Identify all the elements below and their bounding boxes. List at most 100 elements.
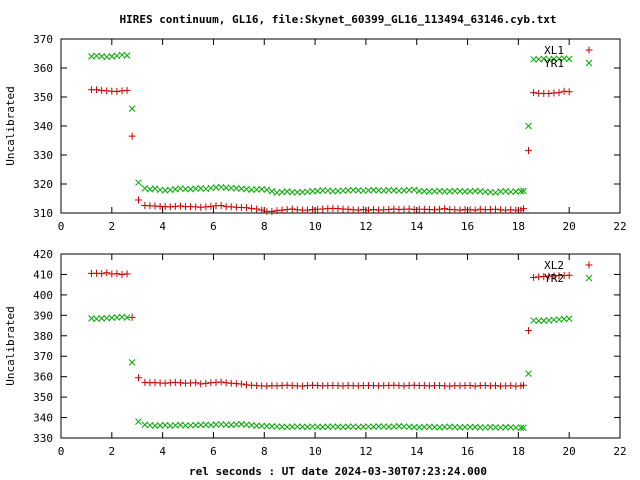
x-tick-label: 8 [261, 220, 268, 233]
x-tick-label: 16 [461, 220, 474, 233]
data-point [471, 187, 479, 195]
data-point [273, 423, 281, 430]
data-point [525, 147, 533, 155]
data-point [192, 421, 200, 429]
x-tick-label: 20 [563, 445, 576, 458]
x-tick-label: 10 [308, 220, 321, 233]
data-point [441, 423, 449, 431]
x-tick-label: 0 [58, 220, 65, 233]
data-point [197, 421, 205, 429]
data-point [339, 187, 347, 195]
x-tick-label: 2 [109, 445, 116, 458]
data-point [187, 421, 194, 429]
x-tick-label: 4 [159, 445, 166, 458]
data-point [441, 205, 449, 213]
data-point [565, 88, 573, 96]
data-point [123, 86, 131, 94]
data-point [530, 55, 537, 63]
data-point [334, 423, 342, 431]
data-point [375, 187, 382, 194]
x-tick-label: 12 [359, 445, 372, 458]
data-point [540, 317, 548, 325]
data-point [113, 87, 121, 95]
data-point [535, 317, 543, 325]
data-point [329, 423, 337, 430]
data-point [359, 206, 367, 214]
series-xl2 [87, 269, 573, 390]
data-point [273, 207, 281, 215]
legend-label: XL2 [544, 259, 564, 272]
data-point [278, 423, 286, 431]
data-point [293, 423, 301, 430]
data-point [217, 378, 225, 386]
data-point [415, 187, 423, 195]
data-point [461, 423, 469, 431]
x-tick-label: 22 [613, 220, 626, 233]
data-point [319, 187, 327, 194]
x-tick-label: 16 [461, 445, 474, 458]
data-point [248, 204, 256, 212]
data-point [530, 89, 538, 97]
bottom-panel: 330 340 350 360 370 380 390 400 410 420 0 2 4 6 8 10 12 1… [4, 248, 627, 458]
data-point [451, 187, 459, 195]
plot-frame [60, 38, 621, 214]
x-tick-label: 14 [410, 445, 424, 458]
data-point [431, 187, 438, 195]
data-point [560, 87, 568, 95]
data-point [182, 185, 189, 193]
series-xl1 [87, 86, 573, 216]
data-point [360, 187, 367, 195]
data-point [128, 359, 136, 366]
y-tick-label: 420 [33, 248, 53, 261]
data-point [565, 55, 573, 63]
data-point [520, 187, 527, 195]
data-point [370, 186, 377, 194]
data-point [134, 196, 142, 204]
data-point [555, 89, 563, 97]
data-point [456, 424, 464, 431]
y-tick-label: 330 [33, 149, 53, 162]
data-point [128, 313, 136, 321]
data-point [135, 418, 142, 425]
chart-title: HIRES continuum, GL16, file:Skynet_60399… [119, 13, 556, 26]
data-point [390, 205, 398, 213]
data-point [530, 274, 538, 282]
series-yr2 [88, 313, 573, 432]
data-point [176, 202, 184, 210]
data-point [456, 206, 464, 214]
data-point [98, 270, 106, 278]
data-point [151, 185, 159, 192]
data-point [339, 423, 347, 431]
data-point [360, 423, 367, 431]
data-point [237, 380, 245, 388]
y-tick-label: 350 [33, 91, 53, 104]
data-point [227, 184, 235, 192]
data-point [507, 188, 515, 196]
data-point [471, 423, 479, 431]
data-point [517, 187, 525, 195]
data-point [466, 381, 474, 389]
data-point [466, 423, 474, 431]
y-axis-label: Uncalibrated [4, 306, 17, 385]
data-point [375, 422, 382, 430]
data-point [410, 423, 418, 431]
x-tick-label: 4 [159, 220, 166, 233]
data-point [103, 269, 111, 277]
data-point [334, 187, 342, 195]
data-point [410, 186, 418, 194]
y-axis-label: Uncalibrated [4, 86, 17, 165]
data-point [293, 189, 301, 196]
legend-label: YR2 [544, 272, 564, 285]
data-point [354, 423, 362, 431]
data-point [288, 423, 296, 431]
data-point [492, 189, 499, 197]
y-tick-label: 310 [33, 207, 53, 220]
x-tick-label: 6 [210, 445, 217, 458]
data-point [344, 205, 352, 213]
data-point [134, 374, 142, 382]
data-point [420, 423, 428, 431]
data-point [303, 206, 311, 214]
x-tick-label: 0 [58, 445, 65, 458]
data-point [319, 423, 327, 431]
